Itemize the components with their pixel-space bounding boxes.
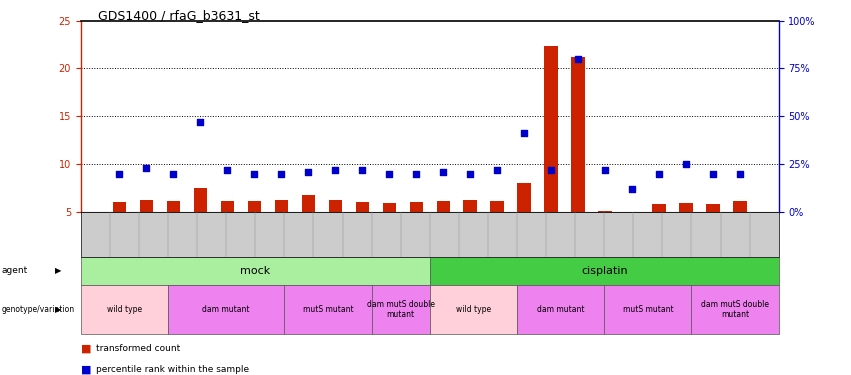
Text: dam mutS double
mutant: dam mutS double mutant	[367, 300, 435, 319]
Bar	[275, 200, 288, 212]
Bar	[437, 201, 450, 212]
Text: genotype/variation: genotype/variation	[2, 305, 75, 314]
FancyBboxPatch shape	[284, 285, 372, 334]
Bar	[328, 200, 342, 212]
Point	[517, 130, 531, 136]
Bar	[356, 202, 369, 212]
Text: ■: ■	[81, 344, 91, 354]
Text: dam mutant: dam mutant	[203, 305, 250, 314]
Bar	[572, 57, 585, 212]
Point	[409, 171, 423, 177]
Text: mutS mutant: mutS mutant	[303, 305, 353, 314]
FancyBboxPatch shape	[517, 285, 604, 334]
Bar	[490, 201, 504, 212]
Text: GDS1400 / rfaG_b3631_st: GDS1400 / rfaG_b3631_st	[98, 9, 260, 22]
FancyBboxPatch shape	[168, 285, 284, 334]
Text: mock: mock	[240, 266, 271, 276]
Point	[356, 167, 369, 173]
Point	[382, 171, 396, 177]
Text: agent: agent	[2, 266, 28, 275]
Bar	[409, 202, 423, 212]
Bar	[193, 188, 207, 212]
Point	[571, 56, 585, 62]
Bar	[112, 202, 126, 212]
Point	[437, 169, 450, 175]
Point	[679, 161, 693, 167]
Point	[167, 171, 180, 177]
Bar	[220, 201, 234, 212]
Point	[112, 171, 126, 177]
Point	[301, 169, 315, 175]
Text: cisplatin: cisplatin	[581, 266, 627, 276]
Bar	[301, 195, 315, 212]
Point	[490, 167, 504, 173]
Text: mutS mutant: mutS mutant	[623, 305, 673, 314]
Text: dam mutant: dam mutant	[537, 305, 585, 314]
Text: transformed count: transformed count	[96, 344, 180, 353]
FancyBboxPatch shape	[81, 257, 430, 285]
FancyBboxPatch shape	[81, 285, 168, 334]
Point	[706, 171, 720, 177]
Bar	[653, 204, 666, 212]
Text: ▶: ▶	[54, 305, 61, 314]
Point	[220, 167, 234, 173]
Bar	[464, 200, 477, 212]
Bar	[734, 201, 747, 212]
FancyBboxPatch shape	[430, 285, 517, 334]
Point	[193, 119, 207, 125]
FancyBboxPatch shape	[372, 285, 430, 334]
Bar	[140, 200, 153, 212]
FancyBboxPatch shape	[604, 285, 692, 334]
Bar	[517, 183, 531, 212]
Point	[248, 171, 261, 177]
Bar	[706, 204, 720, 212]
Point	[328, 167, 342, 173]
Point	[545, 167, 558, 173]
Point	[140, 165, 153, 171]
Point	[653, 171, 666, 177]
Text: ■: ■	[81, 364, 91, 374]
Bar	[545, 46, 558, 212]
Bar	[167, 201, 180, 212]
Bar	[679, 203, 693, 212]
Bar	[625, 212, 639, 213]
Point	[464, 171, 477, 177]
Text: wild type: wild type	[456, 305, 491, 314]
FancyBboxPatch shape	[692, 285, 779, 334]
Point	[275, 171, 288, 177]
Point	[734, 171, 747, 177]
Bar	[382, 203, 396, 212]
Text: percentile rank within the sample: percentile rank within the sample	[96, 365, 249, 374]
Text: dam mutS double
mutant: dam mutS double mutant	[701, 300, 769, 319]
Point	[625, 186, 639, 192]
Point	[598, 167, 612, 173]
FancyBboxPatch shape	[430, 257, 779, 285]
Text: wild type: wild type	[107, 305, 142, 314]
Bar	[598, 211, 612, 212]
Text: ▶: ▶	[54, 266, 61, 275]
Bar	[248, 201, 261, 212]
